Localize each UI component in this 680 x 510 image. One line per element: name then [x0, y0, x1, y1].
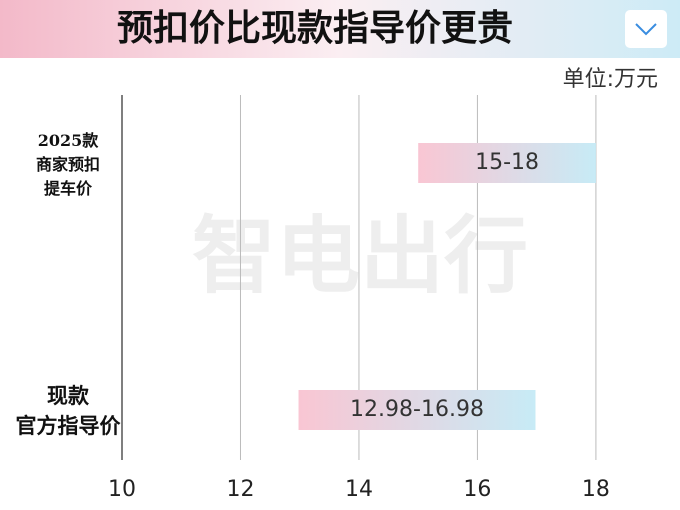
- x-tick-label: 14: [345, 477, 373, 502]
- dropdown-button[interactable]: [625, 10, 667, 48]
- value-label: 12.98-16.98: [350, 397, 484, 422]
- category-label: 现款 官方指导价: [15, 383, 121, 438]
- x-tick-label: 18: [582, 477, 610, 502]
- x-tick-label: 16: [463, 477, 491, 502]
- title-banner: [0, 0, 680, 58]
- unit-label: 单位:万元: [563, 67, 658, 92]
- value-label: 15-18: [475, 150, 539, 175]
- chart-title: 预扣价比现款指导价更贵: [117, 8, 513, 49]
- x-tick-label: 12: [226, 477, 254, 502]
- category-label: 2025款 商家预扣 提车价: [35, 131, 100, 198]
- range-bar: [298, 390, 536, 430]
- watermark: 智电出行: [192, 207, 528, 305]
- x-tick-label: 10: [108, 477, 136, 502]
- range-bar: [418, 143, 596, 183]
